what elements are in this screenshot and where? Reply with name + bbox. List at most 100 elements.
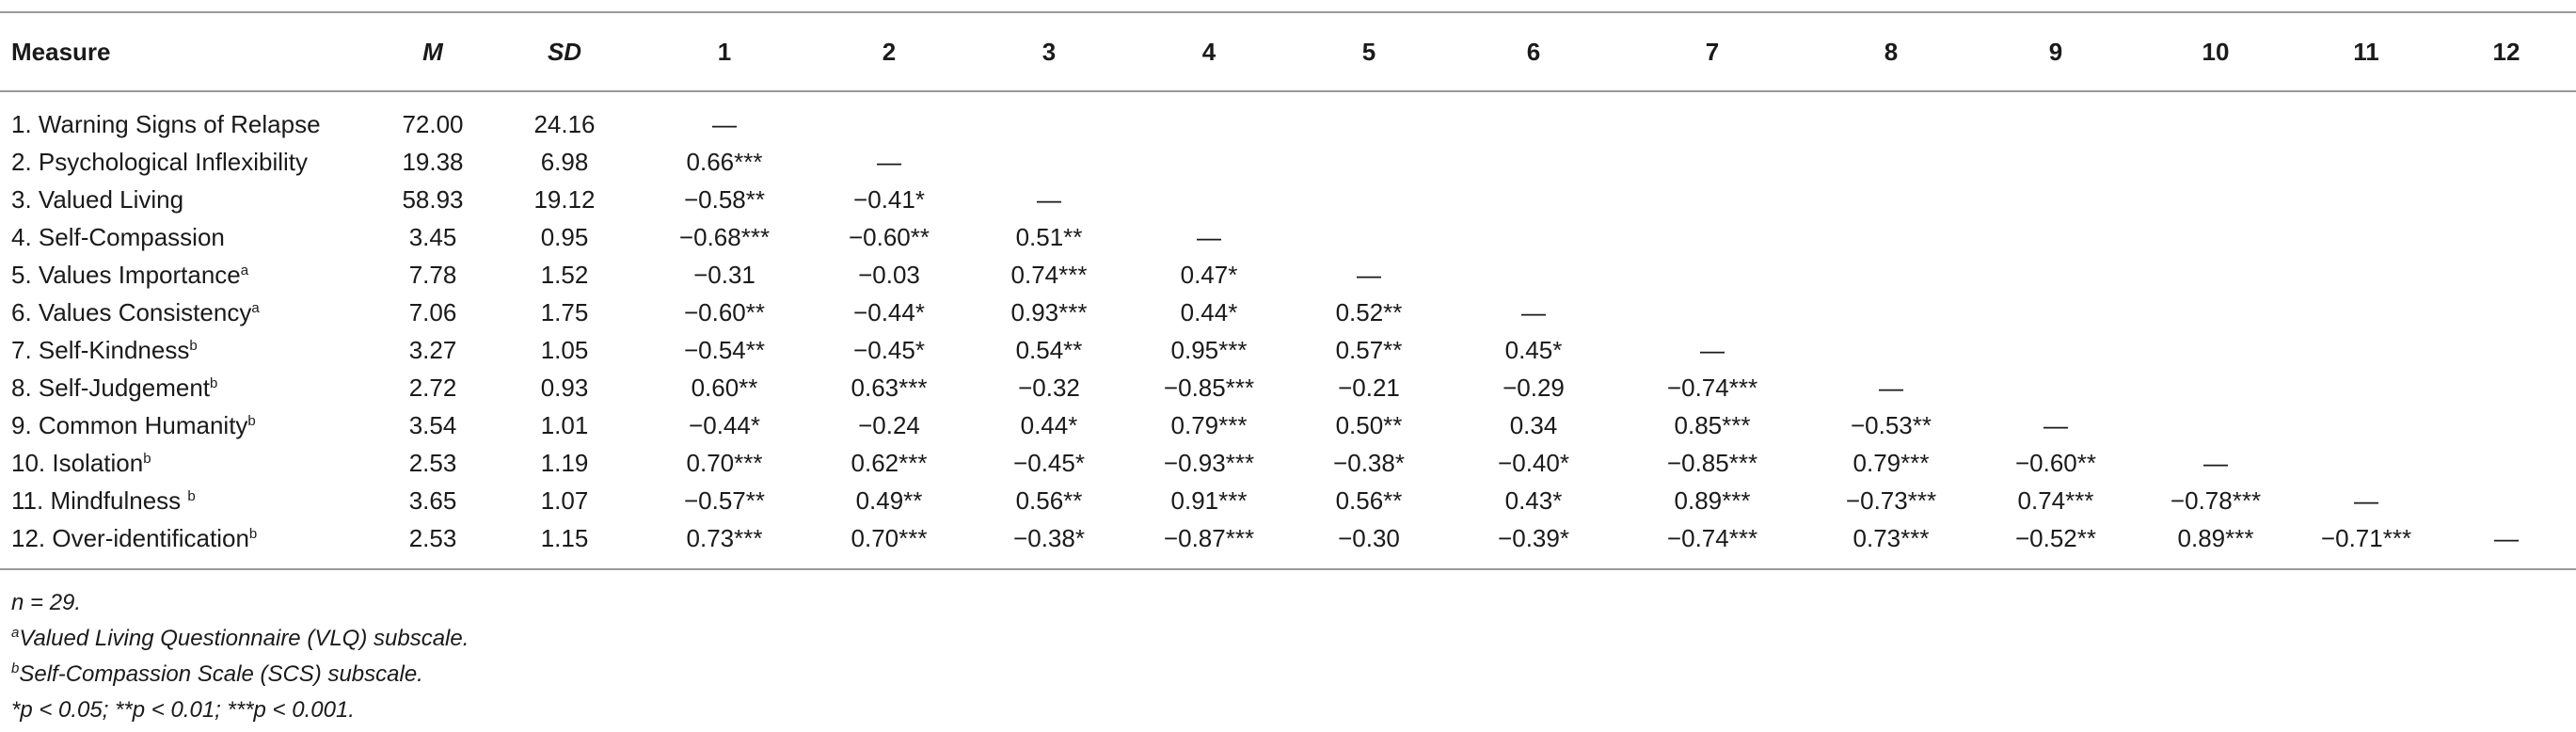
cell-correlation: 0.63***: [851, 373, 928, 402]
cell-correlation: [2437, 482, 2576, 519]
cell-correlation: −0.45*: [1013, 448, 1085, 477]
cell-correlation: −0.53**: [1850, 410, 1932, 439]
cell-sd: 1.52: [540, 260, 589, 289]
cell-correlation: −0.85***: [1163, 373, 1255, 402]
cell-correlation: 0.47*: [1180, 260, 1238, 289]
cell-correlation: —: [1357, 260, 1381, 289]
cell-correlation: 0.89***: [2136, 519, 2296, 570]
note-a: aValued Living Questionnaire (VLQ) subsc…: [11, 621, 469, 657]
cell-correlation: −0.74***: [1618, 519, 1806, 570]
cell-correlation: [1618, 256, 1806, 294]
row-label: 1. Warning Signs of Relapse: [0, 91, 376, 143]
cell-correlation: 0.73***: [640, 519, 809, 570]
cell-correlation: 0.45*: [1504, 335, 1563, 364]
header-col-7: 7: [1618, 11, 1806, 92]
cell-correlation: [2296, 218, 2437, 256]
cell-correlation: −0.40*: [1498, 448, 1569, 477]
table-row: 5. Values Importancea 7.78 1.52 −0.31 −0.03 0…: [0, 256, 2576, 294]
cell-correlation: −0.39*: [1449, 519, 1618, 570]
cell-correlation: 0.74***: [2017, 485, 2094, 515]
cell-correlation: [2136, 218, 2296, 256]
cell-correlation: [1806, 91, 1976, 143]
cell-correlation: [1449, 218, 1618, 256]
row-label-text: 4. Self-Compassion: [11, 222, 225, 251]
cell-mean: 58.93: [402, 184, 464, 214]
row-label: 12. Over-identificationb: [0, 519, 376, 570]
cell-correlation: [1289, 181, 1449, 218]
cell-correlation: −0.71***: [2296, 519, 2437, 570]
cell-correlation: [1976, 91, 2136, 143]
header-col-9: 9: [1976, 11, 2136, 92]
header-col-4: 4: [1129, 11, 1289, 92]
cell-correlation: [1976, 331, 2136, 369]
cell-correlation: 0.74***: [1010, 260, 1088, 289]
cell-correlation: −0.60**: [848, 222, 930, 251]
cell-correlation: [2437, 181, 2576, 218]
cell-correlation: 0.62***: [851, 448, 928, 477]
cell-correlation: 0.73***: [1806, 519, 1976, 570]
header-col-8: 8: [1806, 11, 1976, 92]
cell-correlation: −0.85***: [1666, 448, 1758, 477]
cell-correlation: −0.57**: [683, 485, 766, 515]
correlation-table: Measure M SD 1 2 3 4 5 6 7 8 9 10 11 12 …: [0, 11, 2576, 570]
row-label: 10. Isolationb: [0, 444, 376, 482]
header-col-1: 1: [640, 11, 809, 92]
cell-correlation: 0.79***: [1852, 448, 1930, 477]
row-label: 2. Psychological Inflexibility: [0, 143, 376, 181]
row-label: 7. Self-Kindnessb: [0, 331, 376, 369]
cell-correlation: −0.58**: [683, 184, 766, 214]
cell-correlation: [1618, 294, 1806, 331]
cell-mean: 3.54: [408, 410, 457, 439]
cell-correlation: 0.85***: [1674, 410, 1751, 439]
row-label-text: 12. Over-identification: [11, 523, 249, 552]
note-sample-size: n = 29.: [11, 590, 82, 615]
cell-correlation: 0.49**: [855, 485, 923, 515]
note-significance: *p < 0.05; **p < 0.01; ***p < 0.001.: [11, 697, 355, 723]
cell-sd: 1.19: [540, 448, 589, 477]
cell-correlation: [2437, 218, 2576, 256]
cell-correlation: [2136, 91, 2296, 143]
cell-correlation: [809, 91, 969, 143]
cell-correlation: 0.95***: [1170, 335, 1248, 364]
cell-correlation: −0.78***: [2170, 485, 2262, 515]
header-col-6: 6: [1449, 11, 1618, 92]
cell-correlation: [1976, 181, 2136, 218]
cell-correlation: —: [1037, 184, 1061, 214]
row-label-text: 7. Self-Kindness: [11, 335, 190, 364]
cell-correlation: −0.52**: [1976, 519, 2136, 570]
cell-correlation: [2296, 181, 2437, 218]
cell-correlation: 0.34: [1509, 410, 1558, 439]
cell-mean: 3.27: [408, 335, 457, 364]
header-measure: Measure: [0, 11, 376, 92]
table-row: 8. Self-Judgementb 2.72 0.93 0.60** 0.63*** −…: [0, 369, 2576, 406]
cell-sd: 0.93: [540, 373, 589, 402]
cell-sd: 6.98: [540, 147, 589, 176]
cell-correlation: 0.56**: [1015, 485, 1083, 515]
cell-sd: 1.15: [489, 519, 640, 570]
cell-correlation: —: [2354, 485, 2378, 515]
cell-correlation: −0.31: [693, 260, 755, 289]
cell-correlation: −0.44*: [853, 297, 925, 326]
row-label-text: 8. Self-Judgement: [11, 373, 211, 402]
table-row: 11. Mindfulness b 3.65 1.07 −0.57** 0.49** 0.…: [0, 482, 2576, 519]
cell-correlation: [1449, 91, 1618, 143]
cell-correlation: −0.38*: [1333, 448, 1405, 477]
cell-mean: 7.06: [408, 297, 457, 326]
table-row: 12. Over-identificationb 2.53 1.15 0.73*** 0…: [0, 519, 2576, 570]
table-row: 1. Warning Signs of Relapse 72.00 24.16 —: [0, 91, 2576, 143]
cell-correlation: −0.73***: [1845, 485, 1937, 515]
cell-correlation: [2136, 256, 2296, 294]
note-a-marker: a: [11, 625, 20, 641]
cell-correlation: −0.24: [858, 410, 920, 439]
cell-correlation: [2296, 91, 2437, 143]
cell-correlation: −0.30: [1289, 519, 1449, 570]
cell-correlation: —: [2203, 448, 2228, 477]
cell-correlation: −0.74***: [1666, 373, 1758, 402]
cell-sd: 19.12: [533, 184, 596, 214]
cell-correlation: 0.60**: [691, 373, 758, 402]
cell-correlation: 0.91***: [1170, 485, 1248, 515]
cell-correlation: −0.29: [1503, 373, 1565, 402]
cell-correlation: [2296, 406, 2437, 444]
cell-correlation: 0.50**: [1335, 410, 1403, 439]
cell-correlation: —: [1700, 335, 1725, 364]
